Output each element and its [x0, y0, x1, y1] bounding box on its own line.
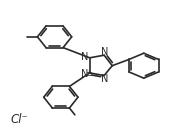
- Text: N: N: [101, 74, 109, 84]
- Text: N: N: [81, 69, 88, 79]
- Text: N: N: [81, 52, 88, 62]
- Text: N: N: [101, 47, 108, 57]
- Text: Cl⁻: Cl⁻: [10, 113, 28, 126]
- Text: ±: ±: [85, 69, 91, 78]
